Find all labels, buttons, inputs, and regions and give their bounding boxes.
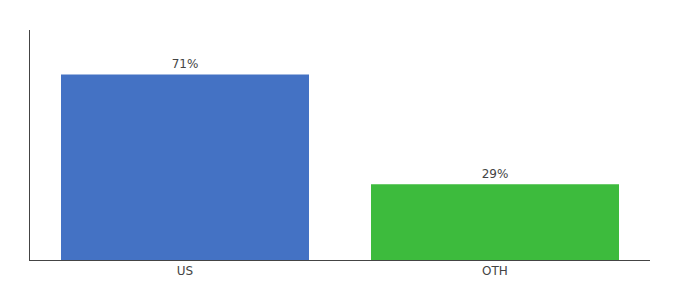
svg-text:OTH: OTH <box>482 264 508 278</box>
svg-text:29%: 29% <box>482 167 509 181</box>
svg-text:71%: 71% <box>172 57 199 71</box>
svg-text:US: US <box>177 264 193 278</box>
